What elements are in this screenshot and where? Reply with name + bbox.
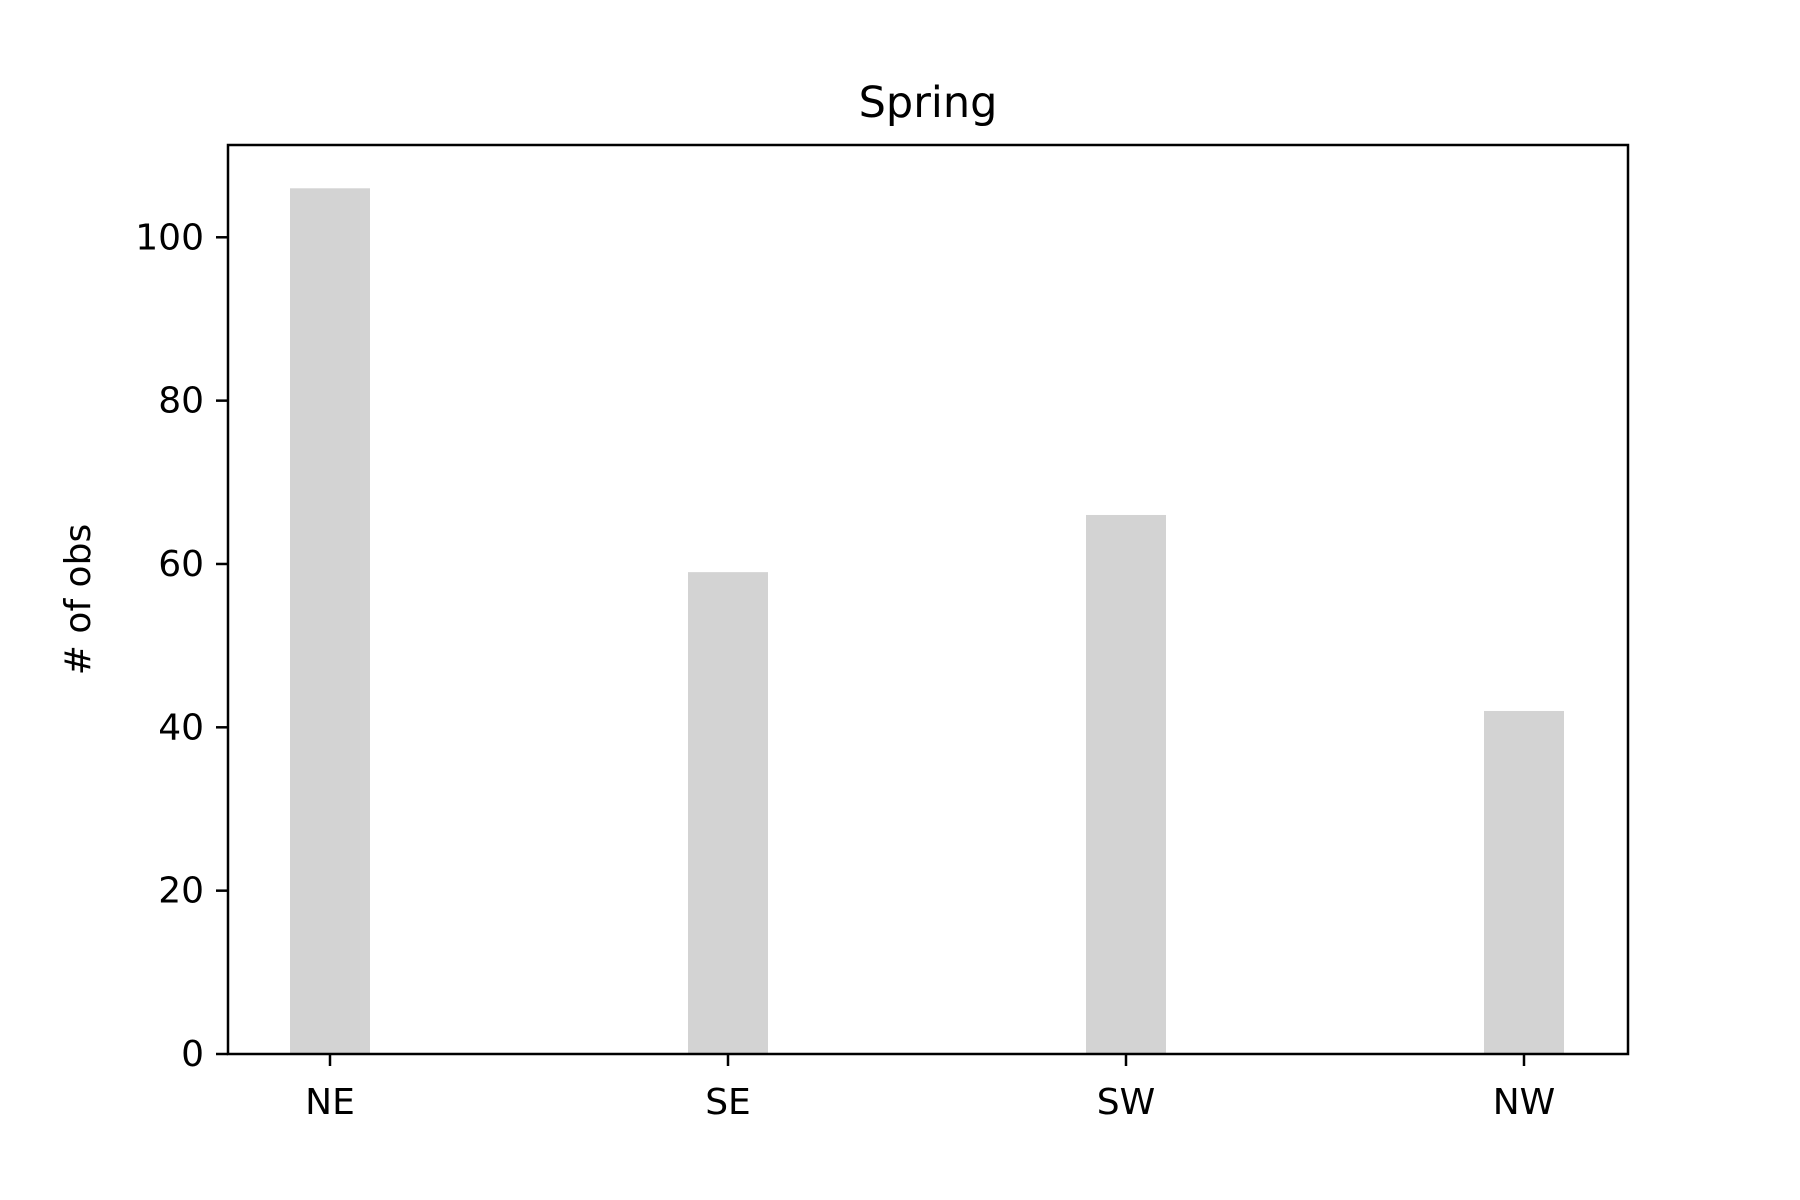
y-tick-label: 60 [158, 544, 204, 585]
x-axis-ticks: NE SE SW NW [305, 1054, 1555, 1123]
chart-title: Spring [859, 78, 998, 128]
y-axis-ticks: 0 20 40 60 80 100 [135, 217, 228, 1075]
x-tick-label: NW [1493, 1082, 1556, 1123]
x-tick-label: SW [1097, 1082, 1155, 1123]
bar-nw [1484, 710, 1564, 1054]
y-tick-label: 100 [135, 217, 204, 258]
x-tick-label: SE [705, 1082, 751, 1123]
y-tick-label: 40 [158, 707, 204, 748]
bar-se [688, 572, 768, 1054]
y-tick-label: 80 [158, 381, 204, 422]
y-tick-label: 20 [158, 871, 204, 912]
x-tick-label: NE [305, 1082, 355, 1123]
y-axis-label: # of obs [58, 524, 99, 675]
y-tick-label: 0 [181, 1034, 204, 1075]
bar-ne [290, 188, 370, 1055]
bar-sw [1086, 514, 1166, 1054]
bars-group [290, 188, 1564, 1055]
plot-frame [226, 143, 1630, 1056]
